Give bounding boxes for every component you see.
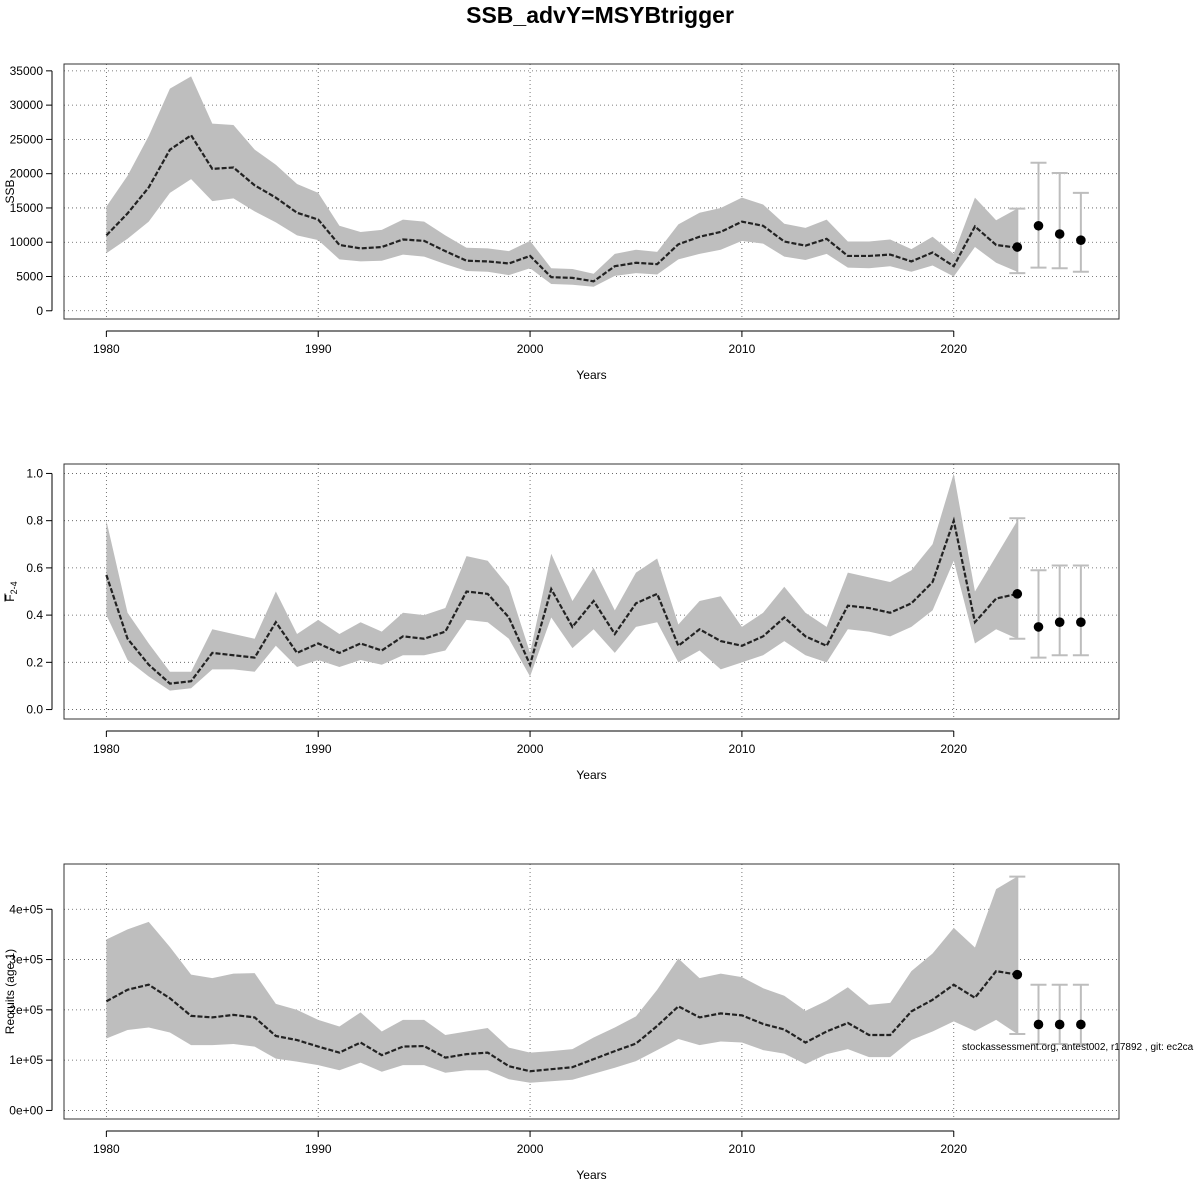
fishing-mortality-x-tick-label: 2010 [729, 742, 756, 756]
ssb-estimate-line [105, 133, 1018, 283]
ssb-x-tick-label: 2000 [517, 342, 544, 356]
fishing-mortality-y-tick-label: 0.8 [26, 514, 43, 528]
ssb-plot-frame [63, 63, 1120, 320]
ssb-forecast-point [1012, 242, 1023, 252]
fishing-mortality-y-tick-label: 0.6 [26, 561, 43, 575]
recruits-x-tick-label: 2010 [729, 1142, 756, 1156]
fishing-mortality-panel: 1980 1990 2000 2010 2020 Years 0.0 0.2 0.4 0.6 0.8… [3, 463, 1120, 782]
fishing-mortality-forecast-point [1033, 622, 1044, 632]
recruits-forecast-point [1054, 1019, 1065, 1030]
recruits-y-axis-title: Recruits (age 1) [3, 949, 17, 1034]
fishing-mortality-plot-frame [63, 463, 1120, 720]
footer-note: stockassessment.org, antest002, r17892 ,… [962, 1042, 1194, 1053]
fishing-mortality-forecast-point [1054, 617, 1065, 627]
ssb-y-tick-label: 0 [36, 304, 43, 318]
recruits-confidence-band [106, 876, 1018, 1083]
recruits-forecast-point [1076, 1019, 1086, 1030]
fishing-mortality-x-tick-label: 1990 [305, 742, 332, 756]
recruits-x-tick-label: 1990 [305, 1142, 332, 1156]
ssb-forecast-point [1076, 235, 1086, 245]
ssb-panel: 1980 1990 2000 2010 2020 Years 0 5000 10000 15000… [3, 63, 1120, 382]
fishing-mortality-forecast-point [1012, 589, 1023, 599]
ssb-y-axis-title: SSB [3, 179, 17, 203]
fishing-mortality-y-tick-label: 1.0 [26, 466, 43, 480]
recruits-x-tick-label: 1980 [93, 1142, 120, 1156]
ssb-y-tick-label: 5000 [16, 270, 43, 284]
ssb-confidence-band [106, 76, 1018, 287]
fishing-mortality-x-tick-label: 2020 [940, 742, 967, 756]
recruits-panel: 1980 1990 2000 2010 2020 Years 0e+00 1e+05 2e+05… [3, 863, 1120, 1182]
recruits-forecast-point [1033, 1019, 1044, 1030]
fishing-mortality-confidence-band [106, 473, 1018, 691]
recruits-forecast-point [1012, 969, 1023, 980]
ssb-x-tick-label: 1980 [93, 342, 120, 356]
fishing-mortality-y-tick-label: 0.0 [26, 703, 43, 717]
ssb-x-tick-label: 2020 [940, 342, 967, 356]
fishing-mortality-estimate-line [105, 516, 1018, 685]
fishing-mortality-x-tick-label: 1980 [93, 742, 120, 756]
fishing-mortality-x-axis-title: Years [576, 768, 606, 782]
fishing-mortality-x-tick-label: 2000 [517, 742, 544, 756]
recruits-plot-frame [63, 863, 1120, 1120]
ssb-x-tick-label: 2010 [729, 342, 756, 356]
fishing-mortality-y-tick-label: 0.2 [26, 655, 43, 669]
ssb-y-tick-label: 25000 [10, 132, 44, 146]
ssb-y-tick-label: 30000 [10, 98, 44, 112]
ssb-x-tick-label: 1990 [305, 342, 332, 356]
fishing-mortality-y-axis-title-subscript: 2-4 [9, 581, 19, 594]
recruits-estimate-line [105, 969, 1018, 1073]
ssb-y-tick-label: 15000 [10, 201, 44, 215]
fishing-mortality-y-tick-label: 0.4 [26, 608, 43, 622]
ssb-forecast-point [1033, 220, 1044, 231]
recruits-x-axis-title: Years [576, 1168, 606, 1182]
ssb-x-axis-title: Years [576, 368, 606, 382]
chart-main-title: SSB_advY=MSYBtrigger [466, 2, 734, 28]
ssb-y-tick-label: 35000 [10, 64, 44, 78]
fishing-mortality-forecast-point [1076, 617, 1086, 627]
ssb-y-tick-label: 20000 [10, 167, 44, 181]
recruits-y-tick-label: 3e+05 [9, 953, 43, 967]
recruits-y-tick-label: 2e+05 [9, 1003, 43, 1017]
recruits-x-tick-label: 2020 [940, 1142, 967, 1156]
recruits-x-tick-label: 2000 [517, 1142, 544, 1156]
ssb-y-tick-label: 10000 [10, 235, 44, 249]
recruits-y-tick-label: 1e+05 [9, 1053, 43, 1067]
ssb-forecast-point [1054, 229, 1065, 239]
recruits-y-tick-label: 4e+05 [9, 902, 43, 916]
recruits-y-tick-label: 0e+00 [9, 1103, 43, 1117]
